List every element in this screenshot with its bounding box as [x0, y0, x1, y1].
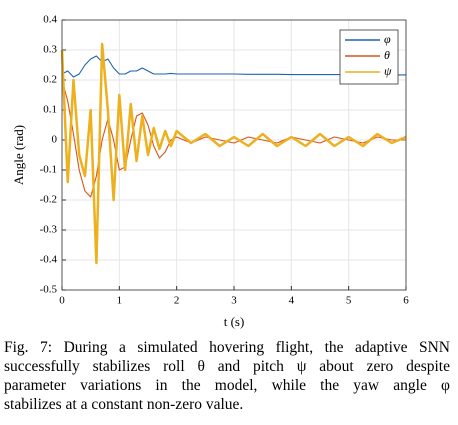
y-tick-label: 0.1: [43, 104, 57, 116]
x-tick-label: 2: [174, 295, 180, 307]
y-axis-label: Angle (rad): [11, 125, 26, 185]
chart: t (s) Angle (rad) -0.5 -0.4 -0.3 -0.2 -0.1 0 0…: [11, 14, 409, 329]
x-tick-label: 1: [117, 295, 123, 307]
y-tick-label: 0.2: [43, 74, 57, 86]
y-tick-label: -0.1: [40, 164, 57, 176]
y-tick-label: 0.3: [43, 44, 57, 56]
line-series: [61, 79, 406, 198]
x-tick-label: 0: [59, 295, 65, 307]
legend-label: ψ: [384, 64, 392, 78]
legend-box: [339, 29, 399, 85]
caption-line: stabilizes at a constant non-zero value.: [4, 396, 244, 413]
caption-line: parameter variations in the model, while…: [4, 377, 450, 394]
line-series: [60, 42, 407, 265]
x-tick-label: 3: [231, 295, 237, 307]
line-series: [61, 55, 406, 78]
caption: Fig. 7: During a simulated hovering flig…: [4, 338, 450, 414]
legend-label: θ: [384, 48, 390, 62]
y-tick-label: -0.2: [40, 194, 57, 206]
y-tick-label: 0: [52, 134, 58, 146]
x-axis-label: t (s): [224, 314, 245, 329]
y-tick-label: -0.4: [40, 254, 58, 266]
caption-line: successfully stabilizes roll θ and pitch…: [4, 358, 450, 375]
y-tick-label: -0.5: [40, 284, 58, 296]
x-tick-label: 6: [403, 295, 409, 307]
x-tick-label: 4: [289, 295, 295, 307]
axes-box: [61, 19, 407, 291]
caption-line: Fig. 7: During a simulated hovering flig…: [4, 339, 450, 356]
legend-label: φ: [384, 32, 391, 46]
x-tick-label: 5: [346, 295, 352, 307]
y-tick-label: -0.3: [40, 224, 58, 236]
y-tick-label: 0.4: [43, 14, 57, 26]
